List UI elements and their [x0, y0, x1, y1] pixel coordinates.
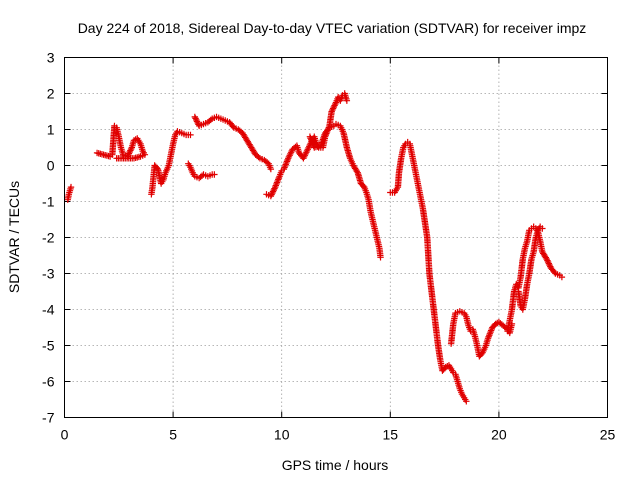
data-point — [544, 257, 551, 264]
data-point — [286, 152, 293, 159]
data-point — [127, 145, 135, 153]
data-point — [544, 258, 552, 266]
x-tick-label: 15 — [383, 427, 399, 443]
data-point — [287, 150, 294, 157]
data-point — [153, 164, 161, 172]
data-point — [301, 152, 309, 159]
y-tick-label: -5 — [42, 338, 55, 354]
y-tick-label: -6 — [42, 374, 55, 390]
data-point — [270, 186, 277, 194]
data-point — [543, 255, 550, 263]
y-tick-label: 0 — [47, 158, 55, 174]
data-point — [269, 189, 276, 197]
data-point — [300, 153, 308, 160]
data-point — [267, 192, 275, 200]
x-tick-label: 20 — [491, 427, 507, 443]
y-tick-label: -2 — [42, 230, 55, 246]
data-point — [211, 171, 218, 178]
data-point — [329, 106, 336, 114]
y-tick-labels: -7 -6 -5 -4 -3 -2 -1 0 1 2 3 — [42, 50, 55, 426]
data-point — [328, 108, 335, 115]
y-tick-label: 3 — [47, 50, 55, 66]
data-point — [303, 147, 311, 154]
data-point — [558, 273, 566, 281]
data-point — [192, 115, 199, 122]
y-tick-label: -7 — [42, 410, 55, 426]
x-tick-label: 25 — [600, 427, 616, 443]
data-point — [191, 113, 199, 121]
y-axis-label: SDTVAR / TECUs — [6, 181, 22, 293]
data-point — [127, 147, 134, 154]
chart-title: Day 224 of 2018, Sidereal Day-to-day VTE… — [78, 20, 587, 36]
data-point — [329, 105, 337, 112]
data-point — [255, 153, 262, 161]
data-point — [332, 100, 339, 108]
data-point — [303, 149, 310, 156]
y-tick-label: -4 — [42, 302, 55, 318]
data-point — [285, 153, 293, 160]
data-point — [193, 116, 200, 124]
data-point — [463, 398, 470, 405]
x-tick-labels: 0 5 10 15 20 25 — [61, 427, 616, 443]
data-point — [287, 149, 295, 156]
data-point — [285, 155, 292, 162]
data-point — [207, 116, 214, 124]
data-point — [187, 131, 194, 139]
data-points — [64, 90, 566, 405]
plot-frame — [64, 57, 608, 418]
x-tick-label: 5 — [169, 427, 177, 443]
data-point — [330, 103, 338, 111]
data-point — [325, 125, 332, 133]
data-point — [268, 191, 275, 198]
data-point — [267, 165, 275, 173]
data-point — [305, 144, 312, 151]
data-point — [229, 123, 237, 130]
data-point — [331, 102, 338, 109]
data-point — [67, 183, 75, 191]
data-point — [113, 155, 120, 162]
data-point — [545, 260, 553, 267]
x-axis-label: GPS time / hours — [282, 457, 389, 473]
x-tick-label: 10 — [274, 427, 290, 443]
data-point — [269, 188, 277, 195]
data-point — [193, 118, 201, 125]
data-point — [377, 254, 384, 261]
grid-lines — [64, 57, 608, 418]
data-point — [546, 261, 553, 269]
y-tick-label: -3 — [42, 266, 55, 282]
y-tick-label: 1 — [47, 122, 55, 138]
data-point — [539, 225, 546, 232]
data-point — [343, 97, 351, 104]
data-point — [551, 268, 558, 276]
data-point — [271, 185, 278, 192]
data-point — [353, 168, 361, 175]
data-point — [194, 119, 201, 127]
y-tick-label: -1 — [42, 194, 55, 210]
data-point — [304, 146, 311, 153]
data-point — [126, 148, 133, 156]
x-tick-label: 0 — [61, 427, 69, 443]
data-point — [302, 150, 309, 157]
data-point — [300, 155, 307, 162]
y-tick-label: 2 — [47, 86, 55, 102]
